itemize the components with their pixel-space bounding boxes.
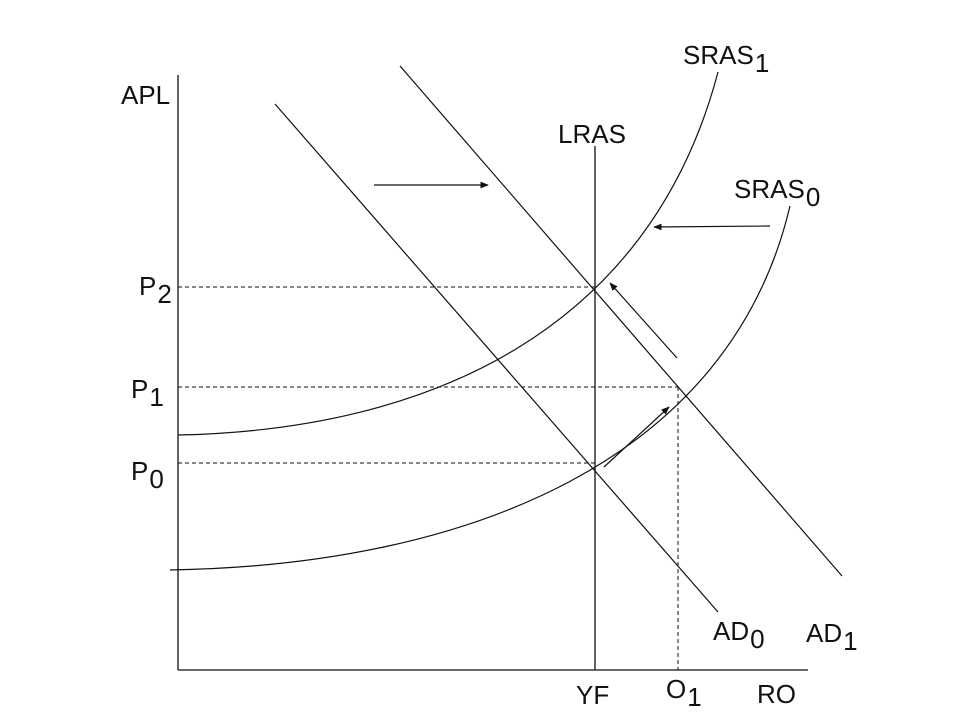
ad0-line xyxy=(274,103,719,613)
x-axis-label: RO xyxy=(757,679,796,709)
ad1-line xyxy=(399,65,843,577)
lras-label: LRAS xyxy=(558,119,626,149)
p0-label: P0 xyxy=(131,456,164,494)
yf-label: YF xyxy=(576,680,610,710)
ad1-label: AD1 xyxy=(806,618,858,656)
ad0-label: AD0 xyxy=(713,616,765,654)
sras0-curve xyxy=(169,205,791,571)
movement-arrow-up xyxy=(603,406,670,468)
sras0-label: SRAS0 xyxy=(734,174,821,212)
sras1-curve xyxy=(177,71,719,436)
p2-label: P2 xyxy=(139,271,172,309)
sras1-label: SRAS1 xyxy=(683,40,770,78)
p1-label: P1 xyxy=(131,374,164,412)
y-axis-label: APL xyxy=(121,80,171,110)
sras-shift-arrow xyxy=(653,223,771,231)
o1-label: O1 xyxy=(666,674,702,712)
movement-arrow-diagonal xyxy=(609,282,678,359)
